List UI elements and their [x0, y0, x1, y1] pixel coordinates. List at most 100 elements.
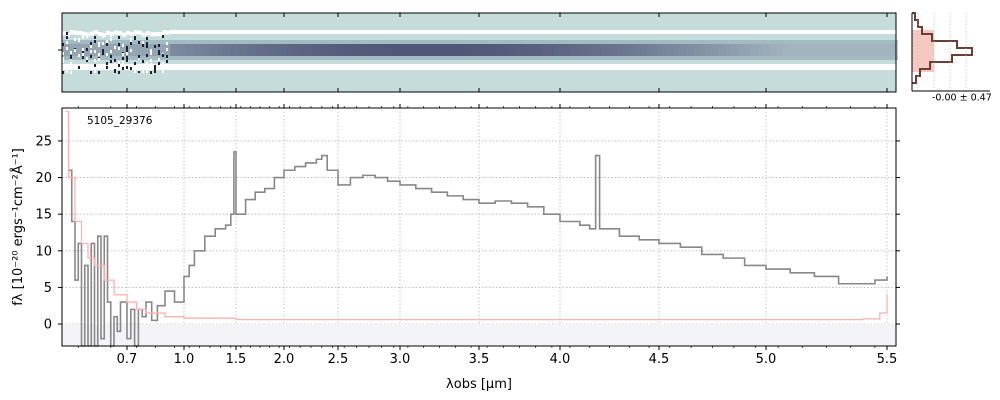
trace-gap: [734, 30, 738, 34]
trace-core: [362, 44, 366, 56]
trace-halo: [470, 56, 474, 60]
trace-gap: [638, 30, 642, 34]
trace-core: [814, 44, 818, 56]
trace-halo: [342, 40, 346, 44]
trace-core: [606, 44, 610, 56]
trace-halo: [238, 56, 242, 60]
trace-halo: [618, 40, 622, 44]
trace-halo: [562, 56, 566, 60]
trace-halo: [466, 40, 470, 44]
trace-gap: [214, 64, 218, 70]
trace-gap: [658, 64, 662, 70]
trace-gap: [382, 30, 386, 34]
trace-gap: [602, 64, 606, 70]
trace-gap: [642, 30, 646, 34]
trace-gap: [322, 30, 326, 34]
trace-noise: [94, 70, 96, 73]
trace-gap: [446, 30, 450, 34]
trace-halo: [74, 56, 78, 60]
trace-core: [190, 44, 194, 56]
trace-halo: [762, 56, 766, 60]
trace-gap: [822, 30, 826, 34]
trace-gap: [782, 64, 786, 70]
trace-gap: [402, 30, 406, 34]
trace-halo: [738, 56, 742, 60]
trace-halo: [746, 56, 750, 60]
trace-core: [742, 44, 746, 56]
trace-core: [566, 44, 570, 56]
trace-core: [478, 44, 482, 56]
trace-gap: [778, 30, 782, 34]
trace-gap: [514, 30, 518, 34]
trace-halo: [866, 56, 870, 60]
trace-gap: [538, 30, 542, 34]
trace-halo: [330, 56, 334, 60]
trace-core: [614, 44, 618, 56]
trace-gap: [454, 30, 458, 34]
trace-halo: [334, 40, 338, 44]
trace-halo: [658, 40, 662, 44]
trace-noise: [142, 60, 144, 63]
trace-gap: [670, 30, 674, 34]
trace-core: [618, 44, 622, 56]
trace-halo: [754, 40, 758, 44]
trace-core: [674, 44, 678, 56]
trace-noise: [106, 62, 108, 65]
trace-gap: [562, 30, 566, 34]
trace-halo: [478, 56, 482, 60]
trace-halo: [170, 40, 174, 44]
trace-core: [226, 44, 230, 56]
trace-halo: [582, 56, 586, 60]
trace-halo: [498, 56, 502, 60]
trace-halo: [178, 56, 182, 60]
trace-gap: [262, 64, 266, 70]
trace-noise: [138, 55, 140, 58]
trace-halo: [362, 56, 366, 60]
trace-noise: [158, 62, 160, 65]
trace-halo: [850, 40, 854, 44]
trace-halo: [650, 40, 654, 44]
trace-halo: [230, 40, 234, 44]
trace-gap: [598, 64, 602, 70]
trace-core: [590, 44, 594, 56]
trace-halo: [638, 40, 642, 44]
trace-gap: [686, 64, 690, 70]
trace-gap: [794, 64, 798, 70]
trace-halo: [742, 40, 746, 44]
trace-gap: [434, 64, 438, 70]
trace-gap: [322, 64, 326, 70]
trace-gap: [266, 30, 270, 34]
trace-core: [202, 44, 206, 56]
trace-core: [134, 44, 138, 56]
trace-gap: [666, 30, 670, 34]
trace-halo: [870, 56, 874, 60]
trace-noise: [142, 70, 144, 73]
trace-halo: [718, 40, 722, 44]
trace-halo: [446, 56, 450, 60]
trace-gap: [226, 30, 230, 34]
trace-core: [746, 44, 750, 56]
trace-gap: [730, 64, 734, 70]
trace-gap: [286, 64, 290, 70]
trace-gap: [466, 64, 470, 70]
trace-gap: [738, 30, 742, 34]
trace-gap: [210, 30, 214, 34]
trace-gap: [482, 64, 486, 70]
trace-core: [358, 44, 362, 56]
y-axis-title: fλ [10⁻²⁰ ergs⁻¹cm⁻²Å⁻¹]: [10, 148, 26, 306]
trace-noise: [150, 63, 152, 66]
trace-noise: [66, 47, 68, 50]
trace-noise: [106, 32, 108, 35]
trace-gap: [422, 64, 426, 70]
trace-noise: [118, 36, 120, 39]
trace-core: [310, 44, 314, 56]
trace-halo: [814, 56, 818, 60]
trace-core: [394, 44, 398, 56]
trace-halo: [634, 40, 638, 44]
trace-gap: [786, 30, 790, 34]
trace-noise: [146, 62, 148, 65]
trace-gap: [174, 64, 178, 70]
trace-core: [718, 44, 722, 56]
trace-noise: [78, 66, 80, 69]
trace-gap: [786, 64, 790, 70]
